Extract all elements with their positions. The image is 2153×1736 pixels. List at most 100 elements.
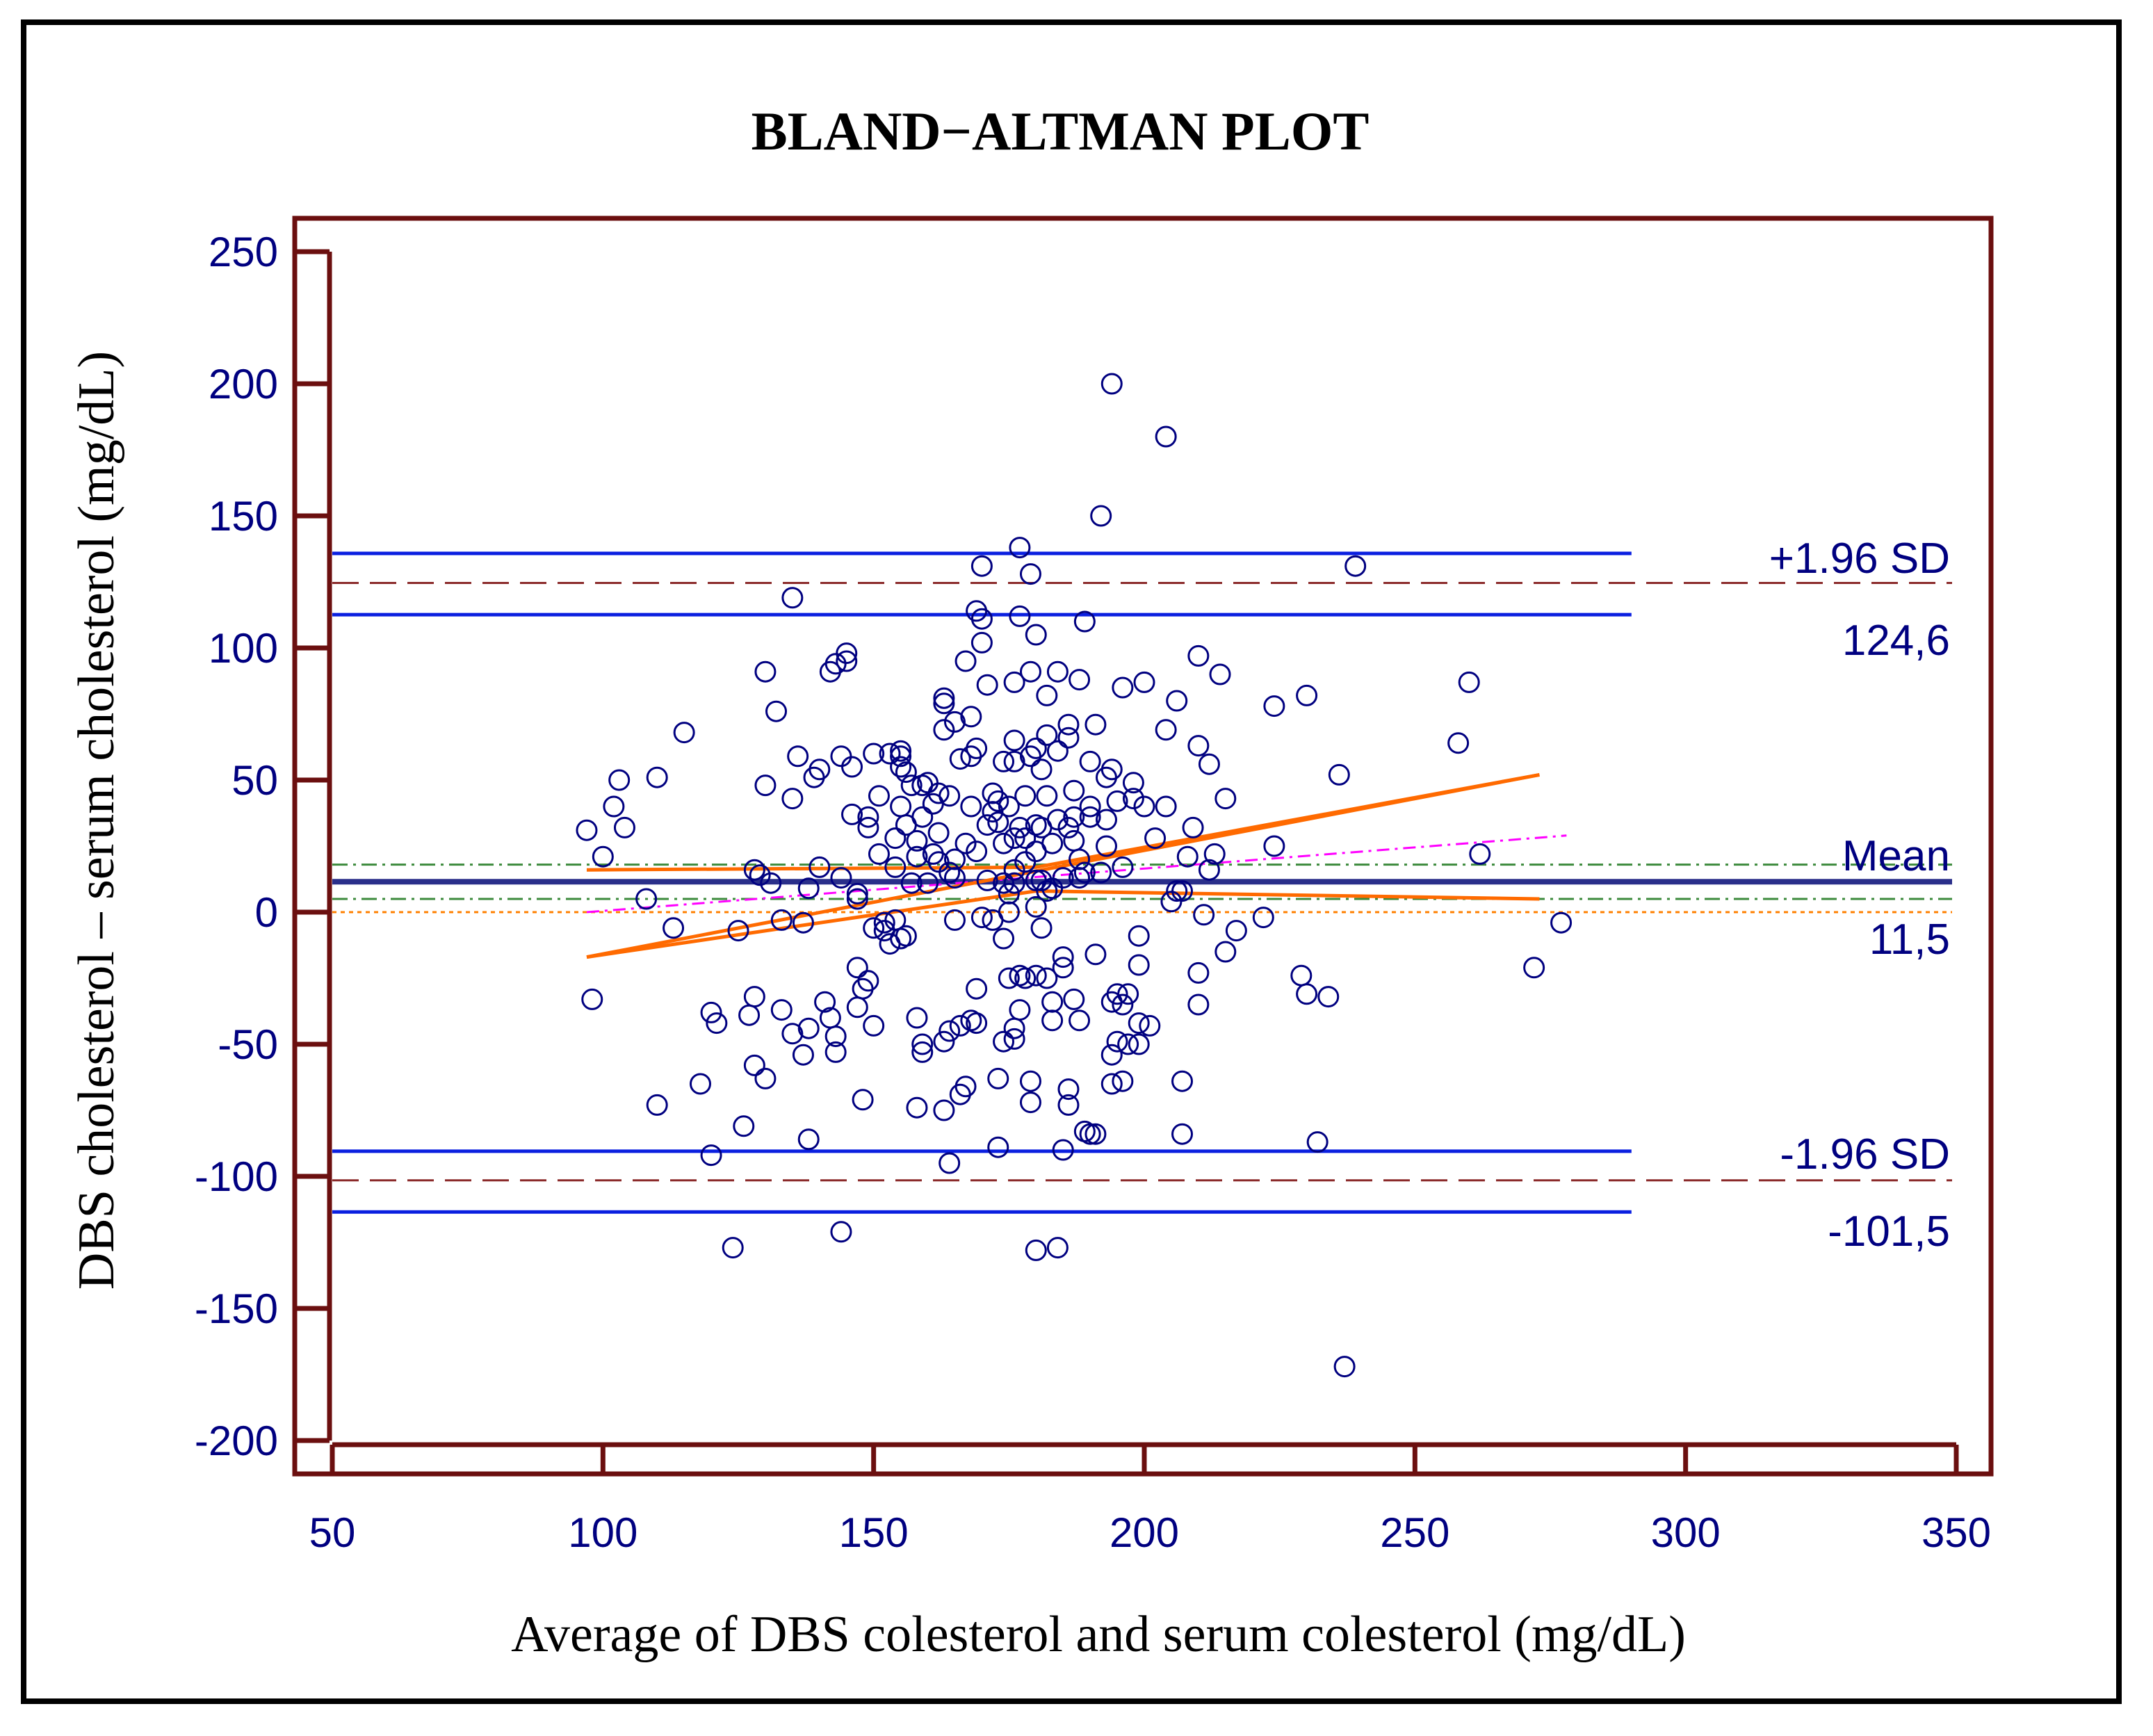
data-point	[1117, 983, 1139, 1005]
data-point	[722, 1237, 744, 1259]
data-point	[1063, 779, 1085, 802]
data-point	[1112, 676, 1134, 699]
data-point	[1133, 795, 1155, 818]
data-point	[1036, 684, 1058, 706]
data-point	[1073, 610, 1096, 633]
data-point	[960, 706, 982, 728]
data-point	[917, 872, 939, 894]
data-point	[890, 756, 912, 778]
data-point	[797, 1017, 820, 1039]
data-point	[663, 917, 685, 939]
data-point	[706, 1012, 728, 1035]
data-point	[1117, 1033, 1139, 1055]
data-point	[1128, 954, 1150, 976]
data-point	[814, 991, 836, 1013]
data-point	[939, 1020, 961, 1042]
data-point	[1069, 867, 1091, 889]
data-point	[1036, 967, 1058, 989]
data-point	[673, 722, 695, 744]
data-point	[863, 743, 885, 765]
data-point	[592, 845, 614, 868]
data-point	[846, 882, 868, 904]
data-point	[1009, 999, 1031, 1021]
data-point	[770, 909, 793, 931]
data-point	[770, 999, 793, 1021]
y-tick-label: 50	[231, 757, 278, 804]
data-point	[1166, 690, 1188, 712]
x-tick-label: 50	[309, 1509, 356, 1556]
data-point	[1214, 788, 1237, 810]
data-point	[1198, 753, 1220, 775]
data-point	[830, 867, 852, 889]
data-point	[743, 1054, 765, 1076]
data-points	[576, 373, 1573, 1378]
data-point	[1112, 856, 1134, 878]
data-point	[1198, 859, 1220, 881]
data-point	[797, 1128, 820, 1151]
data-point	[608, 769, 631, 791]
data-point	[993, 750, 1015, 772]
data-point	[1133, 671, 1155, 693]
data-point	[1036, 724, 1058, 746]
data-point	[1128, 925, 1150, 947]
x-tick-label: 200	[1110, 1509, 1179, 1556]
data-point	[1014, 785, 1037, 807]
data-point	[1095, 835, 1117, 857]
data-point	[830, 1221, 852, 1243]
data-point	[1009, 537, 1031, 559]
data-point	[911, 1041, 934, 1063]
reference-lines	[332, 551, 1952, 1214]
data-point	[1041, 1009, 1064, 1032]
data-point	[733, 1115, 755, 1137]
data-point	[863, 917, 885, 939]
data-point	[960, 795, 982, 818]
x-tick-label: 350	[1922, 1509, 1991, 1556]
data-point	[863, 1014, 885, 1037]
data-point	[700, 1144, 722, 1167]
data-point	[1090, 861, 1112, 884]
data-point	[1003, 827, 1025, 850]
data-point	[1100, 1044, 1123, 1066]
data-point	[749, 864, 771, 886]
data-point	[933, 687, 955, 709]
mean-value: 11,5	[1869, 916, 1950, 964]
data-point	[1171, 1123, 1194, 1145]
data-point	[1025, 964, 1047, 987]
data-point	[1030, 869, 1053, 891]
data-point	[1057, 1094, 1080, 1116]
data-point	[1003, 750, 1025, 772]
data-point	[993, 872, 1015, 894]
data-point	[970, 608, 993, 630]
data-point	[879, 743, 901, 765]
data-point	[1523, 957, 1545, 979]
data-point	[987, 1136, 1009, 1158]
data-point	[1128, 1012, 1150, 1035]
data-point	[900, 774, 923, 797]
data-point	[797, 877, 820, 900]
data-point	[911, 1033, 934, 1055]
data-point	[1003, 1028, 1025, 1050]
data-point	[1122, 788, 1144, 810]
data-point	[1079, 806, 1101, 828]
data-point	[933, 1099, 955, 1121]
data-point	[1036, 785, 1058, 807]
x-tick-label: 150	[839, 1509, 909, 1556]
data-point	[1052, 946, 1074, 968]
data-point	[1009, 816, 1031, 838]
data-point	[1106, 983, 1128, 1005]
data-point	[1052, 957, 1074, 979]
data-point	[993, 927, 1015, 950]
data-point	[906, 845, 928, 868]
data-point	[689, 1073, 711, 1095]
data-point	[1306, 1131, 1329, 1153]
data-point	[1203, 843, 1226, 865]
data-point	[792, 1044, 814, 1066]
data-point	[1030, 759, 1053, 781]
data-point	[1003, 859, 1025, 881]
data-point	[1025, 624, 1047, 646]
data-point	[1052, 867, 1074, 889]
data-point	[846, 957, 868, 979]
data-point	[1166, 880, 1188, 902]
data-point	[1214, 941, 1237, 963]
data-point	[987, 790, 1009, 812]
